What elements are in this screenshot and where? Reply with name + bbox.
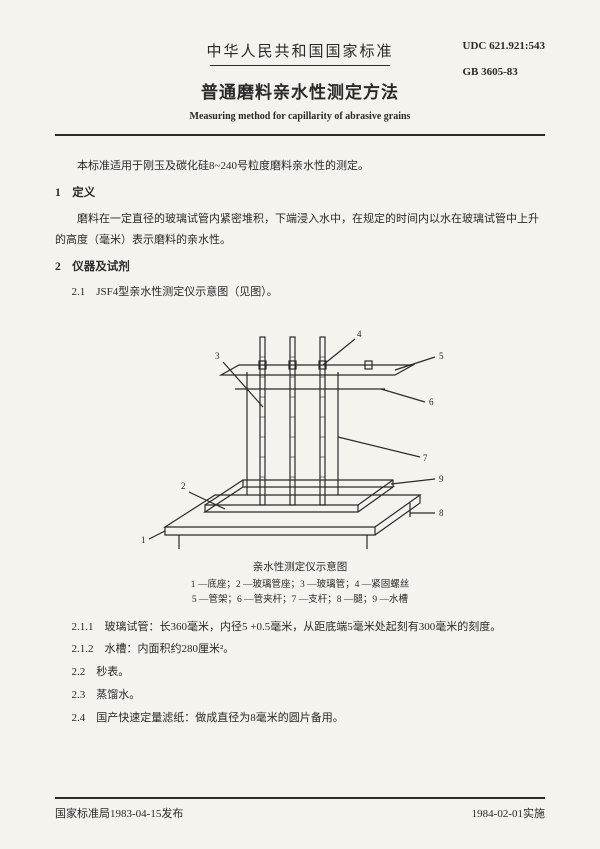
code-block: UDC 621.921:543 GB 3605-83 <box>463 40 546 92</box>
gb-code: GB 3605-83 <box>463 66 546 78</box>
udc-code: UDC 621.921:543 <box>463 40 546 52</box>
footer-bar: 国家标准局1983-04-15发布 1984-02-01实施 <box>55 797 545 821</box>
fig-label-3: 3 <box>215 351 220 361</box>
scope-para: 本标准适用于刚玉及碳化硅8~240号粒度磨料亲水性的测定。 <box>55 156 545 177</box>
section-2-title: 2 仪器及试剂 <box>55 257 545 279</box>
header-rule <box>55 134 545 136</box>
section-1-para: 磨料在一定直径的玻璃试管内紧密堆积，下端浸入水中，在规定的时间内以水在玻璃试管中… <box>55 209 545 251</box>
item-2-2: 2.2 秒表。 <box>72 662 546 683</box>
item-2-3: 2.3 蒸馏水。 <box>72 685 546 706</box>
page-content: 中华人民共和国国家标准 UDC 621.921:543 GB 3605-83 普… <box>0 0 600 761</box>
footer-issue: 国家标准局1983-04-15发布 <box>55 805 183 821</box>
fig-label-9: 9 <box>439 474 444 484</box>
fig-label-7: 7 <box>423 453 428 463</box>
fig-legend-line1: 1 —底座；2 —玻璃管座；3 —玻璃管；4 —紧固螺丝 <box>55 578 545 593</box>
fig-label-2: 2 <box>181 481 186 491</box>
item-2-4: 2.4 国产快速定量滤纸：做成直径为8毫米的圆片备用。 <box>72 708 546 729</box>
apparatus-figure: 1 2 3 4 5 6 7 8 9 <box>135 317 465 552</box>
fig-legend-line2: 5 —管架；6 —管夹杆；7 —支杆；8 —腿；9 —水槽 <box>55 593 545 608</box>
footer-implement: 1984-02-01实施 <box>472 805 545 821</box>
fig-label-6: 6 <box>429 397 434 407</box>
title-underline <box>210 65 390 66</box>
item-2-1: 2.1 JSF4型亲水性测定仪示意图（见图）。 <box>72 282 546 303</box>
body-text: 本标准适用于刚玉及碳化硅8~240号粒度磨料亲水性的测定。 1 定义 磨料在一定… <box>55 156 545 729</box>
fig-label-8: 8 <box>439 508 444 518</box>
fig-label-1: 1 <box>141 535 146 545</box>
figure-caption: 亲水性测定仪示意图 <box>55 558 545 578</box>
figure-legend: 1 —底座；2 —玻璃管座；3 —玻璃管；4 —紧固螺丝 5 —管架；6 —管夹… <box>55 578 545 608</box>
item-2-1-1: 2.1.1 玻璃试管：长360毫米，内径5 +0.5毫米，从距底端5毫米处起刻有… <box>72 617 546 638</box>
fig-label-4: 4 <box>357 329 362 339</box>
header-block: 中华人民共和国国家标准 UDC 621.921:543 GB 3605-83 普… <box>55 40 545 122</box>
fig-label-5: 5 <box>439 351 444 361</box>
english-title: Measuring method for capillarity of abra… <box>55 111 545 122</box>
item-2-1-2: 2.1.2 水槽：内面积约280厘米²。 <box>72 639 546 660</box>
section-1-title: 1 定义 <box>55 183 545 205</box>
